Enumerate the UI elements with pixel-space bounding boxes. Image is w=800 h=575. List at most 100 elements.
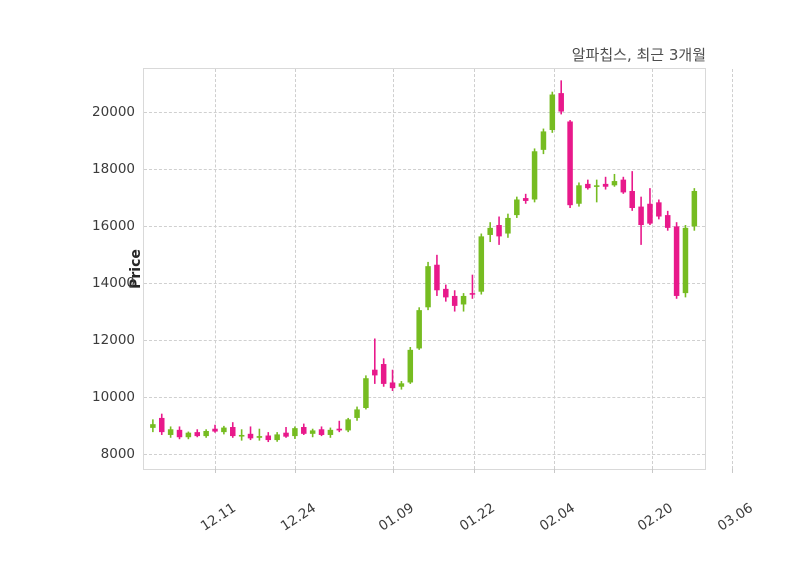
candlestick (576, 182, 582, 207)
candle-body (230, 427, 236, 437)
candlestick (176, 426, 183, 440)
candle-body (611, 181, 618, 186)
gridline-horizontal (144, 282, 705, 284)
x-tick-label: 01.22 (456, 500, 498, 535)
candlestick (265, 432, 272, 443)
candlestick (380, 358, 387, 387)
gridline-vertical (731, 69, 733, 469)
candlestick (407, 347, 414, 384)
candlestick (389, 369, 396, 391)
candlestick (434, 254, 440, 296)
candle-body (301, 427, 307, 434)
candlestick (256, 428, 263, 441)
candle-body (238, 434, 245, 437)
candlestick (487, 222, 493, 243)
x-tick-label: 01.09 (376, 500, 418, 535)
candlestick (443, 284, 449, 302)
gridline-horizontal (144, 339, 705, 341)
candle-body (150, 424, 156, 428)
candle-body (514, 199, 520, 216)
candle-body (691, 190, 698, 227)
candle-body (505, 217, 511, 234)
x-tick-label: 03.06 (714, 500, 756, 535)
candle-body (247, 433, 254, 439)
gridline-horizontal (144, 396, 705, 398)
candle-body (443, 288, 449, 298)
candlestick (451, 290, 458, 312)
candlestick (283, 427, 289, 438)
candle-body (389, 382, 396, 389)
candlestick (301, 423, 307, 435)
y-tick-label: 10000 (92, 388, 135, 405)
candle-body (620, 179, 627, 193)
candlestick (203, 429, 209, 438)
candle-body (176, 429, 183, 438)
candle-body (602, 183, 609, 187)
candle-body (274, 434, 280, 441)
candle-body (212, 428, 218, 432)
candlestick (620, 176, 627, 194)
candlestick (221, 425, 227, 435)
x-tick-label: 12.24 (278, 500, 320, 535)
x-tick-label: 02.04 (536, 500, 578, 535)
plot-area: Price 8000 10000 12000 14000 16000 18000 20000… (92, 68, 756, 535)
candlestick (549, 91, 556, 133)
y-tick-label: 8000 (100, 445, 135, 462)
candle-wick (595, 179, 598, 203)
gridline-horizontal (144, 111, 705, 113)
candle-body (682, 227, 689, 294)
candlestick (522, 193, 529, 204)
candlestick (691, 188, 698, 231)
candlestick (611, 173, 618, 187)
x-tick-label: 02.20 (634, 500, 676, 535)
candlestick (638, 196, 644, 245)
candle-body (558, 93, 564, 112)
candlestick (682, 225, 689, 298)
candle-body (283, 432, 289, 437)
candle-body (647, 203, 653, 224)
candlestick (238, 429, 245, 441)
candle-body (309, 430, 316, 434)
x-tick-mark (731, 469, 733, 473)
candle-body (567, 121, 573, 206)
candlestick (159, 413, 165, 435)
candle-body (363, 378, 369, 409)
x-tick-mark (473, 469, 475, 473)
candlestick (656, 199, 662, 220)
gridline-horizontal (144, 225, 705, 227)
gridline-horizontal (144, 168, 705, 170)
candle-body (576, 185, 582, 204)
gridline-vertical (553, 69, 555, 469)
candle-body (318, 429, 325, 435)
candle-body (522, 198, 529, 201)
candle-body (167, 429, 174, 435)
candle-body (159, 417, 165, 433)
candlestick (629, 171, 635, 211)
x-tick-label: 12.11 (198, 500, 240, 535)
candlestick (673, 222, 680, 299)
candle-wick (258, 428, 261, 441)
candlestick (363, 375, 369, 410)
gridline-vertical (215, 69, 217, 469)
candlestick (664, 210, 671, 231)
candle-body (203, 430, 209, 437)
candlestick (318, 426, 325, 437)
candle-body (549, 94, 556, 130)
candle-body (487, 227, 493, 235)
candle-wick (249, 426, 252, 441)
candlestick (567, 120, 573, 209)
candle-body (531, 151, 538, 200)
y-tick-label: 20000 (92, 103, 135, 120)
candle-body (416, 310, 422, 349)
candle-body (265, 435, 272, 441)
candle-body (327, 429, 334, 435)
candlestick (336, 420, 343, 433)
y-tick-label: 14000 (92, 274, 135, 291)
candle-body (345, 419, 351, 431)
candle-wick (338, 420, 341, 433)
candlestick (398, 381, 405, 390)
candle-body (336, 428, 343, 431)
gridline-horizontal (144, 453, 705, 455)
candlestick-series (150, 80, 698, 443)
